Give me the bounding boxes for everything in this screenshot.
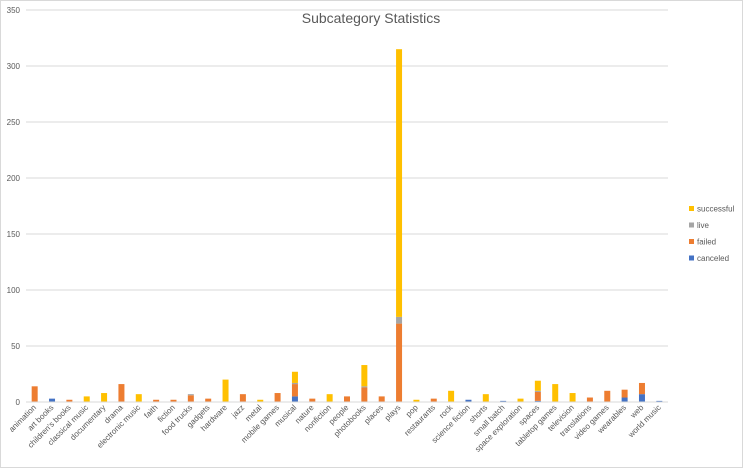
bar-segment [153,399,160,402]
bar-segment [361,386,368,388]
bar-segment [569,393,576,402]
bar-segment [135,394,142,402]
bar-segment [49,398,56,402]
bar-segment [638,394,645,402]
y-tick-label: 300 [7,62,21,71]
bar-segment [361,365,368,387]
bar-segment [222,379,229,402]
legend-swatch [689,222,694,228]
legend-label: canceled [697,254,729,263]
bar-segment [291,382,298,385]
bar-segment [378,396,385,402]
legend: successful live failed canceled [689,205,735,263]
bar-segment [534,380,541,391]
bar-segment [257,399,264,402]
bar-segment [66,399,73,402]
bar-segment [534,390,541,392]
bar-segment [205,398,212,402]
bar-segment [534,391,541,401]
bar-segment [187,394,194,396]
bar-segment [291,371,298,383]
y-tick-label: 250 [7,118,21,127]
bar-segment [396,316,403,324]
bar-segment [656,400,663,402]
y-tick-label: 50 [11,342,20,351]
bar-segment [187,395,194,402]
bar-segment [361,387,368,402]
y-tick-label: 0 [16,398,21,407]
bar-segment [482,394,489,402]
bar-segment [274,393,281,402]
bar-segment [309,398,316,402]
bar-segment [31,386,38,402]
legend-label: live [697,221,710,230]
legend-swatch [689,255,694,261]
legend-label: failed [697,238,716,247]
bar-segment [430,398,437,402]
chart-title: Subcategory Statistics [302,10,441,26]
bar-segment [621,389,628,398]
y-axis-ticks: 0 50 100 150 200 250 300 350 [7,6,21,407]
bar-segment [534,400,541,402]
bar-segment [413,399,420,402]
bar-segment [239,394,246,402]
legend-label: successful [697,205,735,214]
legend-swatch [689,206,694,211]
bar-segment [621,397,628,402]
bar-segment [101,393,108,402]
bar-segment [552,384,559,402]
bar-segment [396,49,403,317]
bar-segment [118,384,125,402]
bar-segment [83,396,90,402]
bar-segment [586,397,593,402]
bar-segment [465,399,472,402]
bar-segment [448,390,455,402]
bar-segment [291,384,298,397]
bar-segment [517,398,524,402]
bar-segment [326,394,333,402]
bars [26,49,668,403]
bar-segment [604,390,611,402]
y-tick-label: 350 [7,6,21,15]
bar-segment [291,396,298,402]
y-tick-label: 100 [7,286,21,295]
legend-swatch [689,239,694,244]
y-tick-label: 200 [7,174,21,183]
bar-segment [396,323,403,402]
y-tick-label: 150 [7,230,21,239]
bar-segment [344,396,350,402]
bar-segment [638,382,645,395]
bar-segment [170,399,177,402]
bar-segment [500,400,507,402]
